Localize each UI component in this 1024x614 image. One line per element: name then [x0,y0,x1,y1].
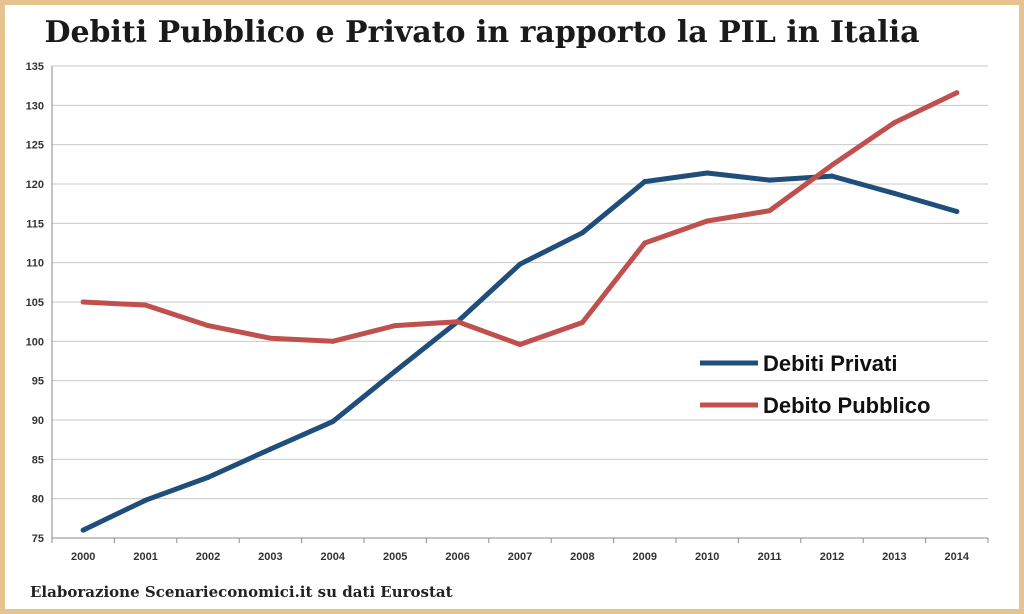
x-tick-label: 2009 [633,551,657,563]
data-point-debito-pubblico [954,90,960,96]
x-tick-label: 2007 [508,551,532,563]
x-tick-label: 2011 [758,551,782,563]
y-tick-label: 90 [32,415,44,427]
data-point-debiti-privati [267,446,273,452]
data-point-debito-pubblico [642,240,648,246]
data-point-debiti-privati [642,179,648,185]
data-point-debiti-privati [517,261,523,267]
data-point-debito-pubblico [455,319,461,325]
x-tick-label: 2010 [695,551,719,563]
axes [51,66,989,543]
data-point-debiti-privati [143,497,149,503]
y-tick-label: 75 [32,533,44,545]
data-point-debito-pubblico [80,299,86,305]
x-tick-label: 2001 [133,551,157,563]
data-point-debito-pubblico [330,338,336,344]
data-point-debito-pubblico [704,218,710,224]
y-tick-label: 110 [26,258,44,270]
y-tick-label: 100 [26,336,44,348]
data-point-debiti-privati [704,170,710,176]
x-tick-label: 2014 [945,551,970,563]
x-tick-label: 2003 [258,551,282,563]
x-tick-label: 2004 [321,551,346,563]
data-point-debito-pubblico [392,323,398,329]
data-point-debito-pubblico [267,335,273,341]
data-point-debiti-privati [205,474,211,480]
data-point-debito-pubblico [205,323,211,329]
y-tick-label: 80 [32,494,44,506]
x-tick-label: 2012 [820,551,844,563]
y-tick-label: 105 [26,297,44,309]
data-point-debiti-privati [392,368,398,374]
x-tick-label: 2000 [71,551,95,563]
x-tick-label: 2002 [196,551,220,563]
x-tick-label: 2013 [882,551,906,563]
y-tick-label: 95 [32,376,44,388]
legend-label-debiti-privati: Debiti Privati [763,351,897,376]
data-point-debito-pubblico [891,120,897,126]
x-tick-label: 2006 [445,551,469,563]
source-caption: Elaborazione Scenarieconomici.it su dati… [30,583,453,601]
data-point-debiti-privati [829,173,835,179]
x-tick-label: 2005 [383,551,407,563]
data-point-debiti-privati [954,209,960,215]
data-point-debiti-privati [330,419,336,425]
data-point-debito-pubblico [829,162,835,168]
data-point-debito-pubblico [579,319,585,325]
tick-labels: 75 80 85 90 95 100 105 110 115 120 125 130 135 2000 20… [26,61,970,563]
series-lines [80,90,960,533]
data-point-debito-pubblico [767,208,773,214]
y-tick-label: 130 [26,100,44,112]
y-tick-label: 120 [26,179,44,191]
data-point-debito-pubblico [143,302,149,308]
data-point-debito-pubblico [517,341,523,347]
data-point-debiti-privati [767,177,773,183]
legend-label-debito-pubblico: Debito Pubblico [763,393,930,418]
y-tick-label: 115 [26,218,44,230]
chart-title: Debiti Pubblico e Privato in rapporto la… [44,15,919,50]
grid-lines [52,65,988,500]
data-point-debiti-privati [891,190,897,196]
y-tick-label: 125 [26,140,44,152]
y-tick-label: 135 [26,61,44,73]
legend: Debiti Privati Debito Pubblico [700,351,930,418]
data-point-debiti-privati [579,230,585,236]
x-tick-label: 2008 [570,551,594,563]
series-line-debito-pubblico [80,90,960,347]
y-tick-label: 85 [32,454,44,466]
data-point-debiti-privati [80,527,86,533]
